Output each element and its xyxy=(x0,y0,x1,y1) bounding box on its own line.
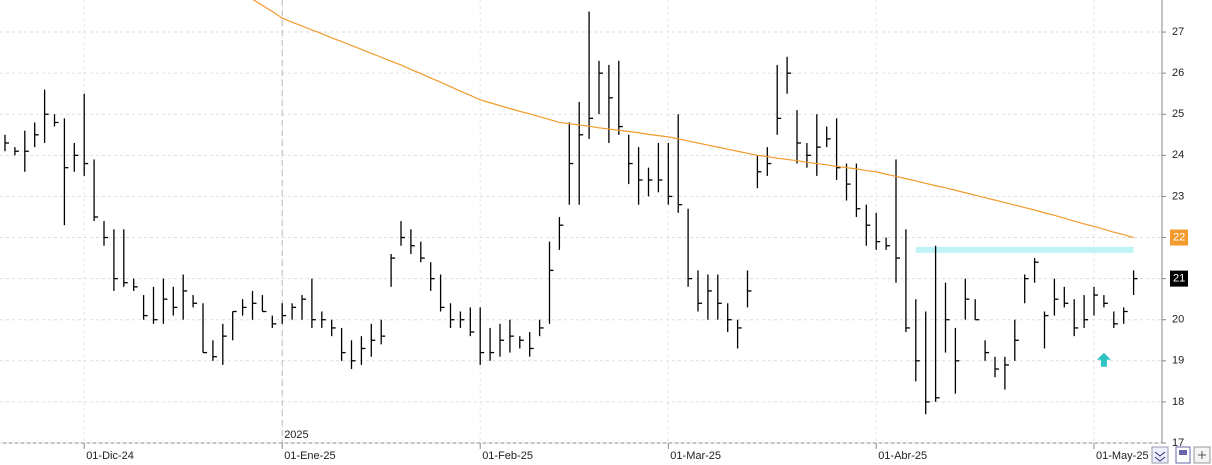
y-tick-label: 25 xyxy=(1172,108,1184,120)
last-value-box xyxy=(1170,270,1188,287)
y-tick-label: 26 xyxy=(1172,67,1184,79)
x-tick-label: 01-Feb-25 xyxy=(482,450,533,462)
x-tick-label: 01-Dic-24 xyxy=(86,450,134,462)
y-tick-label: 20 xyxy=(1172,314,1184,326)
collapse-icon xyxy=(1154,451,1166,462)
last-value-label: 22 xyxy=(1173,231,1185,243)
toolbar xyxy=(1151,446,1211,464)
y-tick-label: 19 xyxy=(1172,355,1184,367)
last-value-label: 21 xyxy=(1173,273,1185,285)
y-tick-label: 23 xyxy=(1172,190,1184,202)
x-tick-label: 01-Mar-25 xyxy=(670,450,721,462)
x-tick-label: 01-May-25 xyxy=(1096,450,1149,462)
x-tick-label: 01-Abr-25 xyxy=(878,450,927,462)
y-tick-label: 24 xyxy=(1172,149,1184,161)
y-tick-label: 18 xyxy=(1172,396,1184,408)
y-tick-label: 17 xyxy=(1172,437,1184,449)
collapse-button[interactable] xyxy=(1151,446,1169,464)
x-tick-label: 01-Ene-25 xyxy=(284,450,335,462)
last-value-box xyxy=(1170,229,1188,246)
year-label: 2025 xyxy=(284,429,308,441)
moving-average xyxy=(252,0,1134,239)
signal-arrow xyxy=(1096,352,1111,367)
y-tick-label: 27 xyxy=(1172,26,1184,38)
pin-icon xyxy=(1198,451,1206,459)
save-icon xyxy=(1179,450,1187,455)
